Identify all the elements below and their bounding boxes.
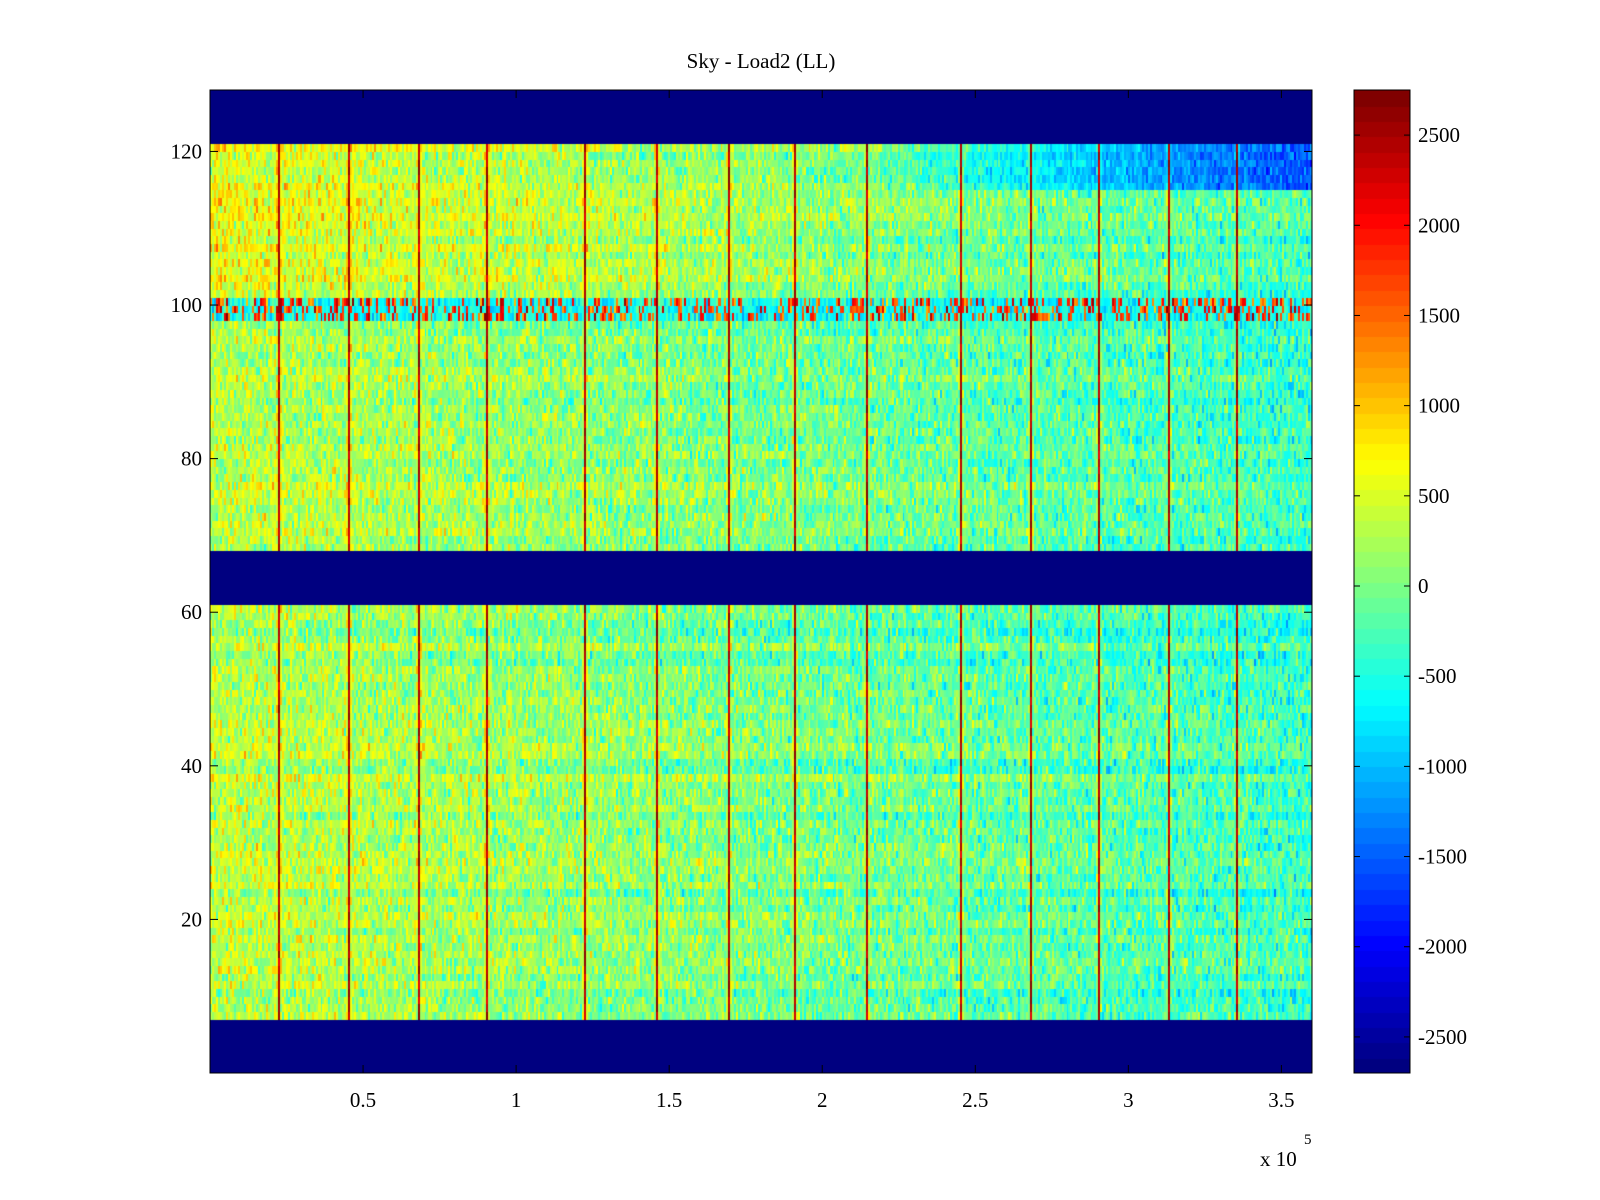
colorbar-tick-label: -2500 xyxy=(1418,1025,1467,1049)
colorbar-tick-label: 0 xyxy=(1418,574,1429,598)
x-tick-label: 3.5 xyxy=(1268,1088,1294,1112)
y-tick-label: 80 xyxy=(181,447,202,471)
heatmap-image xyxy=(210,90,1312,1073)
x-exponent-label: x 10 xyxy=(1260,1147,1297,1171)
colorbar-tick-label: -1000 xyxy=(1418,754,1467,778)
colorbar-tick-label: 2500 xyxy=(1418,123,1460,147)
y-tick-label: 20 xyxy=(181,907,202,931)
y-axis: 20 40 60 80 100 120 xyxy=(171,139,1312,931)
colorbar-tick-label: 2000 xyxy=(1418,213,1460,237)
x-tick-label: 1 xyxy=(511,1088,522,1112)
colorbar-frame xyxy=(1353,89,1411,1074)
colorbar-tick-label: 1000 xyxy=(1418,394,1460,418)
chart-title: Sky - Load2 (LL) xyxy=(687,49,836,73)
plot-frame xyxy=(209,89,1313,1074)
y-tick-label: 60 xyxy=(181,600,202,624)
colorbar-tick-label: 500 xyxy=(1418,484,1450,508)
y-tick-label: 120 xyxy=(171,139,203,163)
colorbar-tick-label: 1500 xyxy=(1418,303,1460,327)
x-axis: 0.5 1 1.5 2 2.5 3 3.5 xyxy=(350,90,1295,1112)
y-tick-label: 100 xyxy=(171,293,203,317)
x-tick-label: 0.5 xyxy=(350,1088,376,1112)
colorbar-tick-label: -2000 xyxy=(1418,935,1467,959)
colorbar-gradient xyxy=(1354,90,1410,1073)
colorbar-tick-label: -1500 xyxy=(1418,845,1467,869)
x-exponent-power: 5 xyxy=(1304,1132,1312,1148)
x-tick-label: 2 xyxy=(817,1088,828,1112)
y-tick-label: 40 xyxy=(181,754,202,778)
x-tick-label: 3 xyxy=(1123,1088,1134,1112)
x-tick-label: 1.5 xyxy=(656,1088,682,1112)
colorbar-tick-label: -500 xyxy=(1418,664,1457,688)
colorbar-axis: 2500 2000 1500 1000 500 0 -500 -1000 -1500 -2000 -… xyxy=(1354,123,1467,1049)
x-tick-label: 2.5 xyxy=(962,1088,988,1112)
